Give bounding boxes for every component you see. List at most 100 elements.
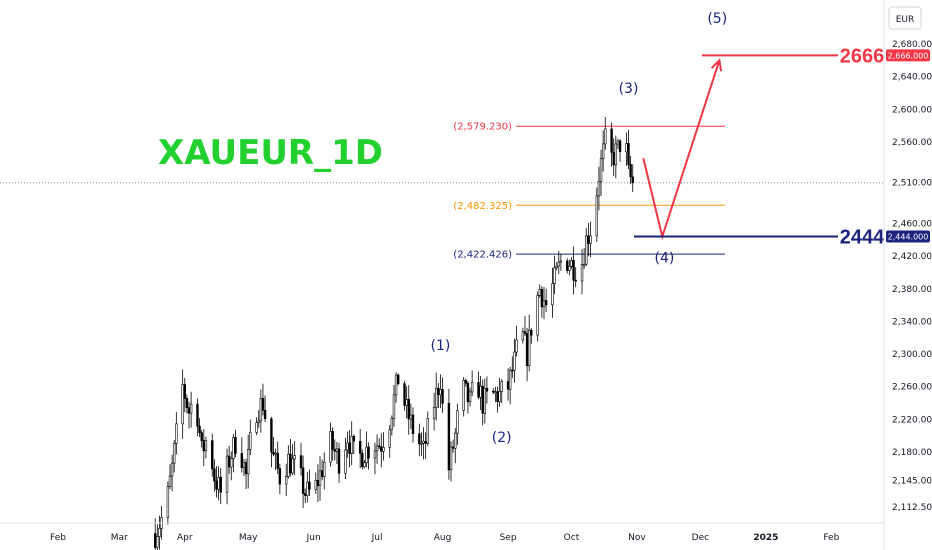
price-tick-label: 2,112.500 <box>892 503 932 513</box>
target-label: 2666 <box>840 45 885 67</box>
candle-body <box>616 140 620 145</box>
candle-body <box>464 379 468 384</box>
time-tick-label: Apr <box>177 533 193 543</box>
candle-body <box>557 261 560 267</box>
projection-arrowhead <box>710 58 723 72</box>
candle-body <box>513 351 516 371</box>
candle-body <box>540 288 544 308</box>
candle-body <box>232 437 235 459</box>
candle-body <box>466 382 470 403</box>
candle-body <box>618 140 622 153</box>
candle-body <box>352 436 356 442</box>
candle-body <box>367 446 370 459</box>
candle-body <box>240 453 244 469</box>
candle-body <box>506 381 510 390</box>
candle-body <box>175 423 178 444</box>
target-price-tag-text: 2,666.000 <box>888 51 929 60</box>
candle-body <box>568 265 571 271</box>
candle-body <box>156 536 159 548</box>
candle-body <box>202 440 205 452</box>
candle-body <box>604 128 607 145</box>
candle-body <box>570 260 573 267</box>
candle-body <box>304 493 307 496</box>
price-tick-label: 2,300.000 <box>892 350 932 360</box>
candle-body <box>403 383 406 406</box>
candle-body <box>234 437 237 454</box>
candle-body <box>462 379 465 411</box>
candle-body <box>555 265 558 269</box>
candle-body <box>249 432 252 450</box>
candle-body <box>329 431 332 463</box>
candle-body <box>553 267 556 284</box>
candle-body <box>263 409 267 420</box>
candle-body <box>211 440 214 470</box>
candle-body <box>170 462 174 477</box>
fibonacci-levels: (2,579.230) (2,482.325) (2,422.426) <box>453 122 725 261</box>
candle-body <box>435 387 438 408</box>
candle-body <box>166 486 170 518</box>
candle-body <box>426 418 429 444</box>
candle-body <box>536 294 539 336</box>
candle-body <box>527 329 531 367</box>
candle-body <box>361 452 364 468</box>
candle-body <box>500 381 503 392</box>
candle-body <box>411 414 415 435</box>
price-tick-label: 2,260.000 <box>892 383 932 393</box>
candle-body <box>181 384 184 425</box>
candle-body <box>287 453 290 477</box>
time-tick-label: Oct <box>564 533 580 543</box>
candle-body <box>538 288 541 296</box>
candle-body <box>481 385 484 414</box>
candle-body <box>530 329 533 336</box>
price-tick-label: 2,560.000 <box>892 138 932 148</box>
target-lines: 2666 2,666.000 2444 2,444.000 <box>634 45 930 249</box>
candle-body <box>508 369 512 390</box>
fib-level-label: (2,482.325) <box>453 201 512 212</box>
candle-body <box>405 399 408 406</box>
candle-body <box>597 181 601 197</box>
candle-body <box>595 195 599 237</box>
time-tick-label: Jun <box>306 533 321 543</box>
candle-body <box>390 417 394 431</box>
candle-body <box>551 283 554 306</box>
candle-body <box>625 143 628 153</box>
candle-body <box>572 260 575 281</box>
time-tick-label: Mar <box>111 533 128 543</box>
candle-body <box>350 436 353 454</box>
price-axis-labels: 2,112.500 2,145.000 2,180.000 2,220.000 2,26… <box>892 40 932 513</box>
candle-body <box>544 300 548 306</box>
price-tick-label: 2,380.000 <box>892 285 932 295</box>
candle-body <box>483 388 487 414</box>
candle-body <box>422 440 425 444</box>
candle-body <box>582 263 586 266</box>
candle-body <box>291 458 294 474</box>
candle-body <box>589 235 592 244</box>
candle-body <box>470 382 474 393</box>
candle-body <box>335 448 339 452</box>
time-tick-label: Dec <box>692 533 709 543</box>
candle-body <box>447 403 451 471</box>
price-tick-label: 2,640.000 <box>892 73 932 83</box>
time-tick-label: Sep <box>500 533 517 543</box>
candlestick-series <box>153 117 634 550</box>
time-tick-label: Aug <box>434 533 452 543</box>
candle-body <box>542 300 546 308</box>
wave-label: (5) <box>707 11 727 27</box>
wave-labels: (1) (2) (3) (4) (5) <box>431 11 728 446</box>
candle-body <box>382 446 385 452</box>
candle-body <box>525 333 529 367</box>
candle-body <box>574 279 577 282</box>
currency-box[interactable] <box>888 6 922 30</box>
candle-body <box>388 429 391 448</box>
time-tick-label: 2025 <box>753 533 778 543</box>
time-tick-label: Feb <box>823 533 839 543</box>
candle-body <box>301 467 305 494</box>
candle-body <box>407 399 410 420</box>
candle-body <box>331 431 334 450</box>
candle-body <box>348 442 351 454</box>
candle-body <box>358 440 362 454</box>
candle-body <box>424 440 427 444</box>
candle-body <box>454 432 457 449</box>
